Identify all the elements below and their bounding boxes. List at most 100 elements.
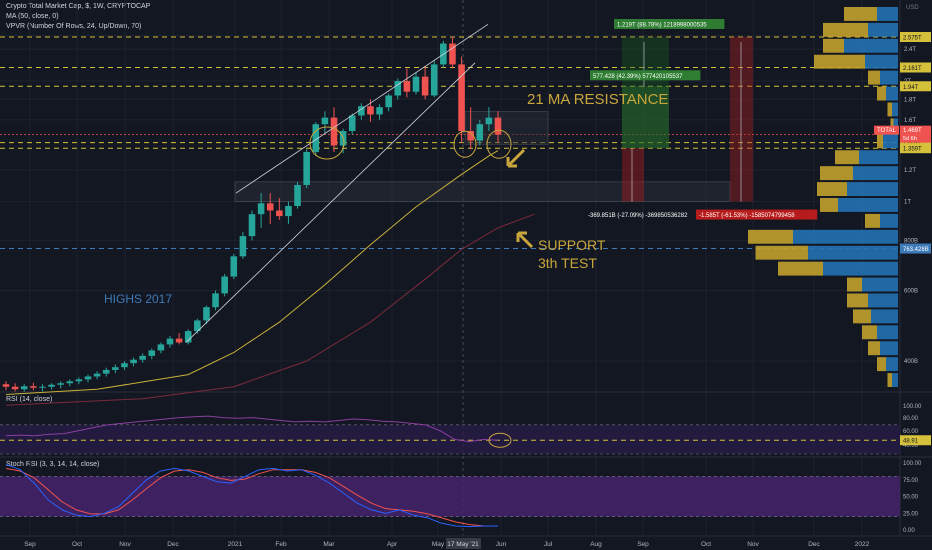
candle-body-49 — [449, 43, 456, 65]
time-axis-label-11: Aug — [590, 541, 602, 548]
candle-body-17 — [157, 344, 165, 351]
candle-body-1 — [11, 386, 19, 390]
vp-down-bar-10 — [820, 166, 853, 181]
stoch-axis-label-0: 100.00 — [903, 461, 922, 467]
vp-up-bar-22 — [886, 357, 898, 372]
rsi-line — [5, 415, 499, 443]
ma-red-line — [5, 213, 535, 406]
vp-up-bar-0 — [877, 7, 898, 21]
time-axis-label-5: Feb — [275, 541, 287, 548]
vp-down-bar-20 — [862, 325, 877, 340]
rsi-ellipse — [488, 432, 512, 448]
vp-up-bar-16 — [823, 261, 898, 276]
ellipse-mar — [309, 126, 345, 160]
ellipse-jun — [486, 129, 512, 159]
rsi-axis-label-2: 60.00 — [903, 429, 919, 435]
vp-down-bar-13 — [865, 213, 880, 228]
channel-upper-line — [235, 23, 489, 194]
measure-label-3: -1.585T (-61.53%) -1585074799458 — [699, 213, 795, 219]
candle-body-19 — [175, 338, 183, 343]
candle-body-20 — [184, 331, 192, 343]
candle-body-50 — [458, 64, 465, 132]
candle-body-36 — [330, 117, 338, 146]
price-tag-bg-5 — [900, 243, 931, 254]
current-price-tag-bg — [900, 125, 931, 143]
candle-body-5 — [48, 384, 55, 387]
candle-body-22 — [203, 307, 210, 321]
vp-down-bar-7 — [890, 118, 894, 133]
time-cursor-bg — [446, 538, 481, 549]
candle-body-42 — [385, 95, 392, 108]
candle-body-33 — [303, 151, 310, 185]
price-axis-label-4: 1.6T — [904, 118, 916, 124]
candle-body-16 — [148, 350, 156, 356]
stoch-axis-label-4: 0.00 — [903, 528, 915, 534]
candle-body-45 — [412, 76, 420, 92]
vp-down-bar-0 — [844, 7, 877, 21]
candle-body-28 — [257, 203, 265, 215]
candle-body-29 — [266, 203, 274, 211]
vp-up-bar-9 — [859, 150, 898, 165]
price-tag-2: 1.94T — [903, 85, 919, 91]
candle-body-25 — [230, 256, 238, 277]
candle-body-53 — [485, 117, 493, 125]
candle-body-21 — [194, 320, 201, 332]
rsi-axis-label-0: 100.00 — [903, 404, 922, 410]
vp-up-bar-13 — [880, 213, 898, 228]
vp-up-bar-14 — [793, 229, 898, 244]
vp-down-bar-16 — [778, 261, 823, 276]
measure-label-bg-1 — [590, 70, 701, 81]
vp-down-bar-1 — [823, 22, 868, 37]
current-price-tag: 1.469T — [903, 128, 922, 134]
time-axis-label-2: Nov — [119, 541, 131, 548]
vp-down-bar-8 — [877, 134, 883, 149]
vp-down-bar-23 — [887, 373, 892, 387]
vp-down-bar-3 — [814, 54, 865, 69]
vp-up-bar-1 — [868, 22, 898, 37]
time-axis-label-12: Sep — [637, 541, 649, 548]
vp-up-bar-2 — [844, 38, 898, 53]
candle-body-46 — [421, 76, 429, 96]
vp-down-bar-5 — [877, 86, 886, 101]
candle-body-38 — [348, 115, 356, 132]
candle-body-30 — [276, 210, 283, 217]
support-zone-box — [234, 181, 731, 202]
channel-lower-line — [185, 62, 476, 343]
time-axis-label-4: 2021 — [228, 541, 243, 548]
vp-down-bar-2 — [823, 38, 844, 53]
support-label: SUPPORT — [538, 237, 606, 253]
vp-down-bar-9 — [835, 150, 859, 165]
price-axis-label-1: 2.4T — [904, 47, 916, 53]
arrow-support-icon — [516, 231, 534, 249]
vp-up-bar-3 — [865, 54, 898, 69]
candle-body-9 — [84, 376, 92, 380]
current-name-tag-bg — [874, 125, 899, 135]
vp-up-bar-23 — [892, 373, 898, 387]
current-countdown: 5d 6h — [903, 136, 917, 142]
candle-body-11 — [102, 369, 110, 374]
rsi-axis-label-3: 40.00 — [903, 443, 919, 449]
candle-body-52 — [476, 124, 484, 141]
vp-up-bar-7 — [893, 118, 898, 133]
price-axis-label-9: 400B — [904, 359, 918, 365]
candle-body-40 — [367, 106, 374, 115]
vp-down-bar-19 — [853, 309, 871, 324]
long-measure-upper — [622, 37, 669, 149]
candle-body-18 — [166, 338, 174, 345]
candle-body-41 — [376, 107, 383, 115]
stoch-d-line — [5, 467, 498, 527]
arrow-resistance-icon — [506, 148, 526, 168]
symbol-legend: Crypto Total Market Cap, $, 1W, CRYPTOCA… — [6, 3, 151, 10]
time-axis-label-7: Apr — [387, 541, 398, 548]
candle-body-2 — [20, 386, 28, 390]
current-name-tag: TOTAL — [877, 128, 896, 134]
rsi-band — [0, 424, 900, 454]
rsi-axis-label-1: 80.00 — [903, 416, 919, 422]
vp-down-bar-11 — [817, 182, 847, 196]
candle-body-7 — [66, 381, 74, 384]
candle-body-4 — [39, 386, 46, 388]
vp-down-bar-22 — [877, 357, 886, 372]
rsi-value-tag-bg — [900, 435, 931, 446]
stoch-band — [0, 476, 900, 517]
